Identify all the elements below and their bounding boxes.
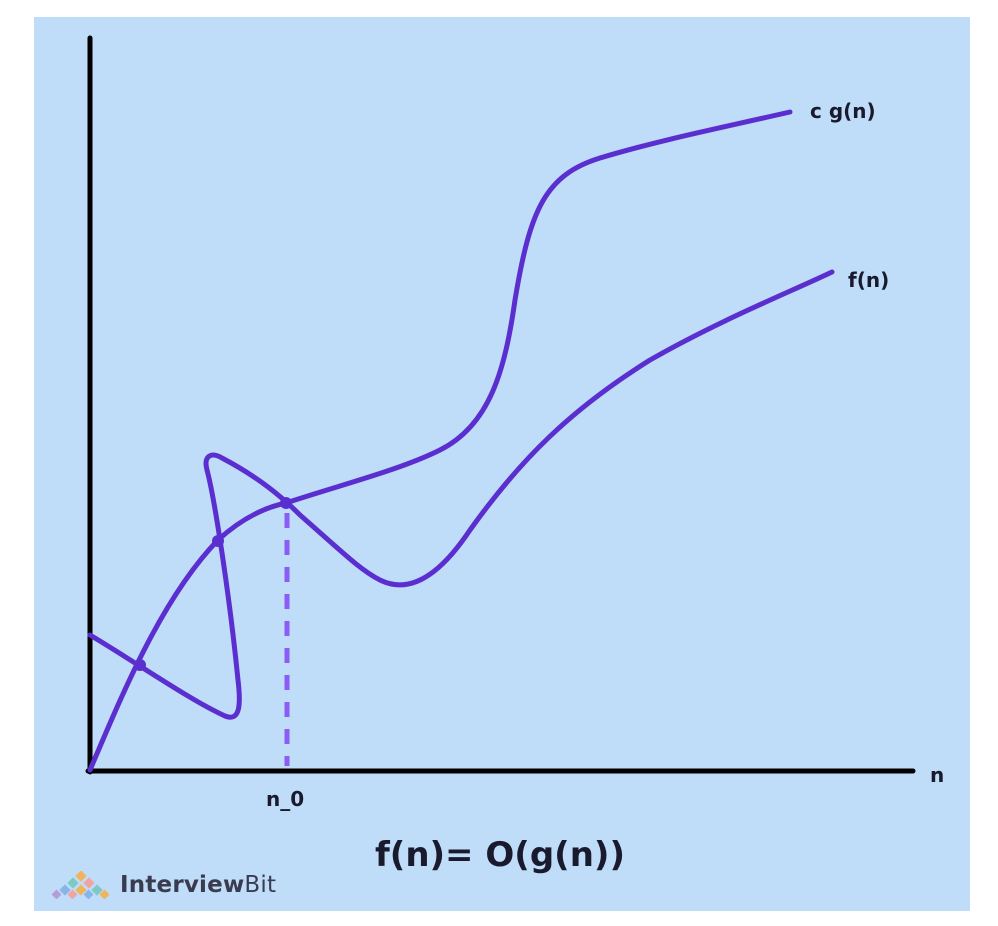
cg-curve-label: c g(n) bbox=[810, 99, 876, 123]
intersection-point bbox=[280, 497, 292, 509]
intersection-point bbox=[212, 535, 224, 547]
interviewbit-diamond-icon bbox=[51, 871, 110, 899]
f-curve bbox=[87, 269, 835, 720]
intersection-point bbox=[134, 659, 146, 671]
x-axis-label: n bbox=[930, 763, 944, 787]
brand-name-strong: Interview bbox=[120, 872, 245, 898]
brand-name-light: Bit bbox=[244, 872, 277, 898]
equation-title: f(n)= O(g(n)) bbox=[375, 835, 625, 875]
f-curve-label: f(n) bbox=[848, 268, 889, 292]
interviewbit-logo: InterviewBit bbox=[48, 868, 276, 902]
n0-label: n_0 bbox=[266, 787, 304, 811]
diagram-panel bbox=[34, 17, 970, 911]
interviewbit-wordmark: InterviewBit bbox=[120, 872, 276, 898]
cg-curve bbox=[87, 109, 793, 773]
